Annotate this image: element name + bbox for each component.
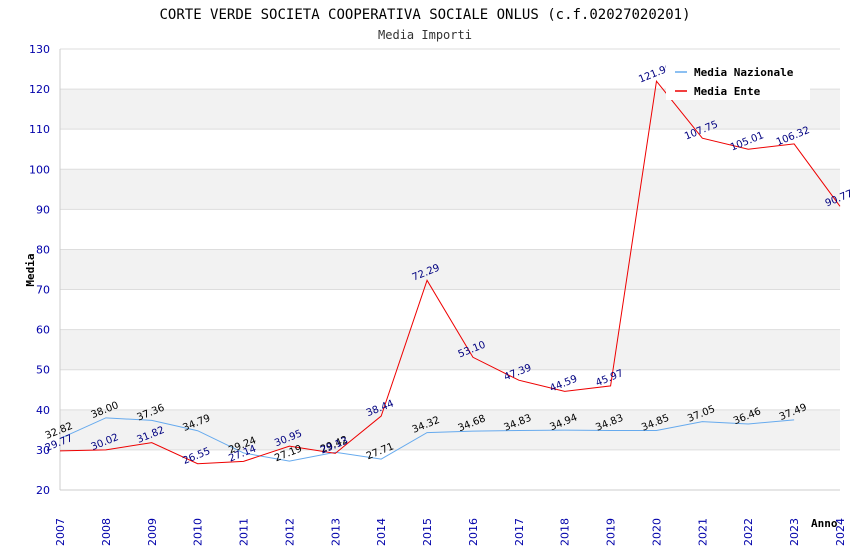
y-tick-label: 90 bbox=[36, 203, 50, 216]
legend-box bbox=[666, 60, 810, 100]
plot-band bbox=[60, 249, 840, 290]
legend: Media Nazionale Media Ente bbox=[666, 60, 810, 100]
x-tick-label: 2012 bbox=[283, 518, 296, 546]
x-tick-label: 2022 bbox=[742, 518, 755, 546]
x-tick-label: 2021 bbox=[696, 518, 709, 546]
x-tick-label: 2008 bbox=[100, 518, 113, 546]
legend-entry: Media Nazionale bbox=[694, 66, 794, 79]
y-tick-label: 80 bbox=[36, 243, 50, 256]
x-tick-labels: 2007 2008 2009 2010 2011 2012 2013 2014 2015 2016… bbox=[54, 518, 847, 546]
y-tick-label: 120 bbox=[29, 83, 50, 96]
chart-title: CORTE VERDE SOCIETA COOPERATIVA SOCIALE … bbox=[159, 7, 690, 23]
y-tick-label: 70 bbox=[36, 284, 50, 297]
x-tick-label: 2007 bbox=[54, 518, 67, 546]
x-tick-label: 2009 bbox=[146, 518, 159, 546]
y-tick-label: 50 bbox=[36, 364, 50, 377]
x-tick-label: 2011 bbox=[238, 518, 251, 546]
series-line bbox=[59, 80, 841, 465]
y-tick-label: 60 bbox=[36, 324, 50, 337]
chart-subtitle: Media Importi bbox=[378, 28, 472, 42]
plot-band bbox=[60, 409, 840, 450]
x-axis-label: Anno bbox=[811, 517, 838, 530]
y-tick-label: 40 bbox=[36, 404, 50, 417]
plot-bands bbox=[60, 89, 840, 450]
y-tick-label: 20 bbox=[36, 484, 50, 497]
legend-entry: Media Ente bbox=[694, 85, 761, 98]
y-tick-label: 30 bbox=[36, 444, 50, 457]
x-tick-label: 2013 bbox=[329, 518, 342, 546]
x-tick-label: 2024 bbox=[834, 518, 847, 546]
y-axis-label: Media bbox=[24, 253, 37, 286]
plot-band bbox=[60, 329, 840, 370]
x-tick-label: 2010 bbox=[192, 518, 205, 546]
y-tick-label: 110 bbox=[29, 123, 50, 136]
y-tick-label: 100 bbox=[29, 163, 50, 176]
y-tick-label: 130 bbox=[29, 43, 50, 56]
x-tick-label: 2014 bbox=[375, 518, 388, 546]
x-tick-label: 2020 bbox=[650, 518, 663, 546]
x-tick-label: 2023 bbox=[788, 518, 801, 546]
gridlines bbox=[60, 48, 840, 491]
x-tick-label: 2017 bbox=[513, 518, 526, 546]
x-tick-label: 2018 bbox=[559, 518, 572, 546]
y-tick-labels: 20 30 40 50 60 70 80 90 100 110 120 130 bbox=[29, 43, 50, 497]
plot-band bbox=[60, 169, 840, 210]
x-tick-label: 2016 bbox=[467, 518, 480, 546]
x-tick-label: 2015 bbox=[421, 518, 434, 546]
series-lines bbox=[59, 80, 841, 465]
series-line bbox=[59, 417, 795, 462]
data-label: 105.01 bbox=[729, 130, 766, 153]
x-tick-label: 2019 bbox=[605, 518, 618, 546]
axes bbox=[59, 49, 840, 491]
